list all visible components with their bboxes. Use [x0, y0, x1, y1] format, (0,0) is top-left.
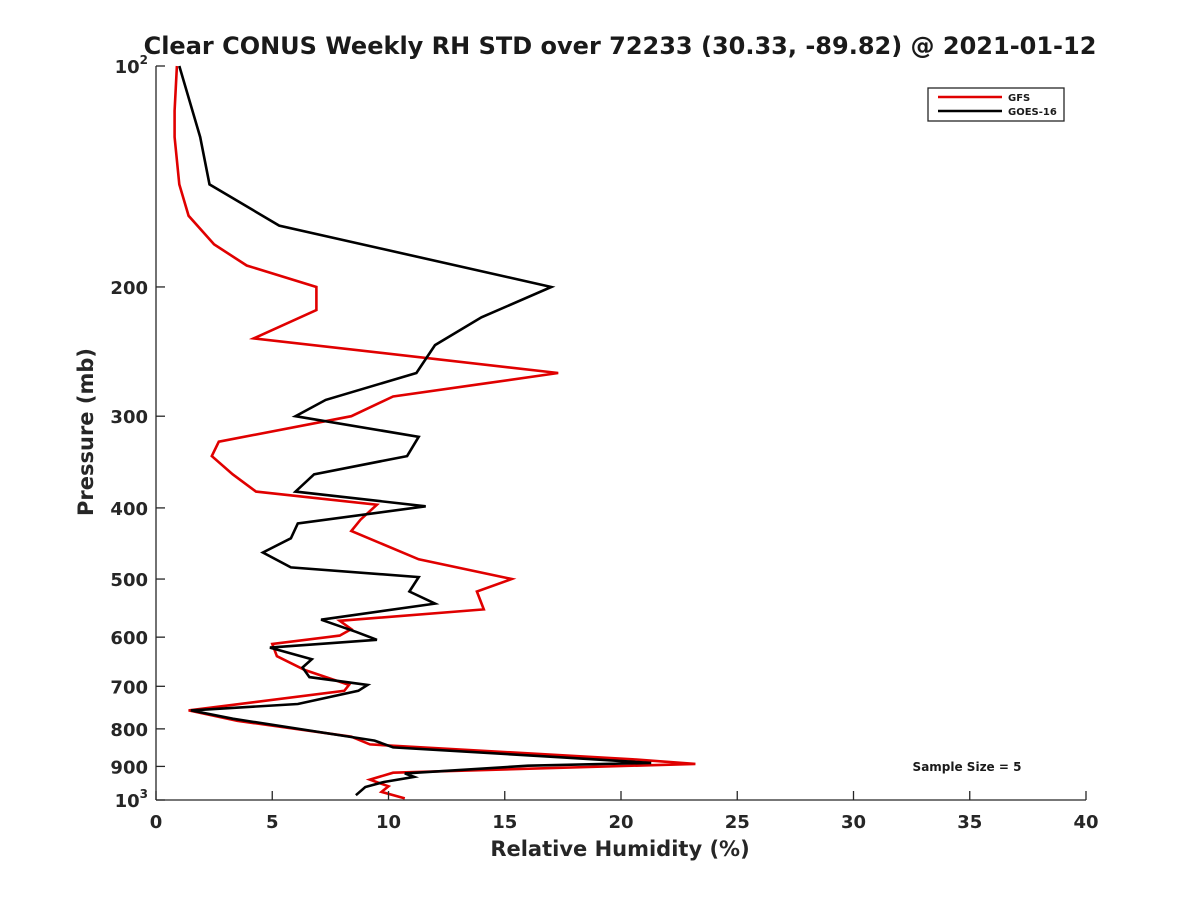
legend: GFS GOES-16: [927, 87, 1065, 122]
x-tick-label: 15: [492, 812, 517, 833]
y-tick-label: 900: [110, 757, 148, 778]
x-tick-label: 25: [725, 812, 750, 833]
x-tick-label: 20: [608, 812, 633, 833]
x-tick-label: 40: [1073, 812, 1098, 833]
sample-size-annotation: Sample Size = 5: [913, 760, 1022, 774]
axes: 0 5 10 15 20 25 30 35 40 102 200 300 400 500 600 700 800…: [110, 53, 1098, 833]
series-line-gfs: [173, 65, 696, 800]
chart-title: Clear CONUS Weekly RH STD over 72233 (30…: [144, 32, 1097, 60]
x-tick-label: 10: [376, 812, 401, 833]
legend-label: GOES-16: [1008, 107, 1057, 118]
series-lines: [173, 65, 696, 800]
y-axis-label: Pressure (mb): [74, 348, 98, 516]
y-tick-label: 700: [110, 677, 148, 698]
y-tick-label: 103: [115, 787, 148, 812]
y-tick-label: 200: [110, 278, 148, 299]
series-line-goes-16: [178, 65, 652, 797]
x-axis-label: Relative Humidity (%): [490, 837, 749, 861]
legend-label: GFS: [1008, 93, 1030, 104]
x-tick-label: 30: [841, 812, 866, 833]
y-tick-label: 400: [110, 499, 148, 520]
y-tick-label: 800: [110, 720, 148, 741]
y-tick-label: 102: [115, 53, 148, 78]
x-tick-label: 5: [266, 812, 279, 833]
y-tick-label: 500: [110, 570, 148, 591]
y-tick-label: 600: [110, 628, 148, 649]
legend-box: [927, 87, 1065, 122]
x-tick-label: 0: [150, 812, 163, 833]
x-tick-label: 35: [957, 812, 982, 833]
y-tick-label: 300: [110, 407, 148, 428]
